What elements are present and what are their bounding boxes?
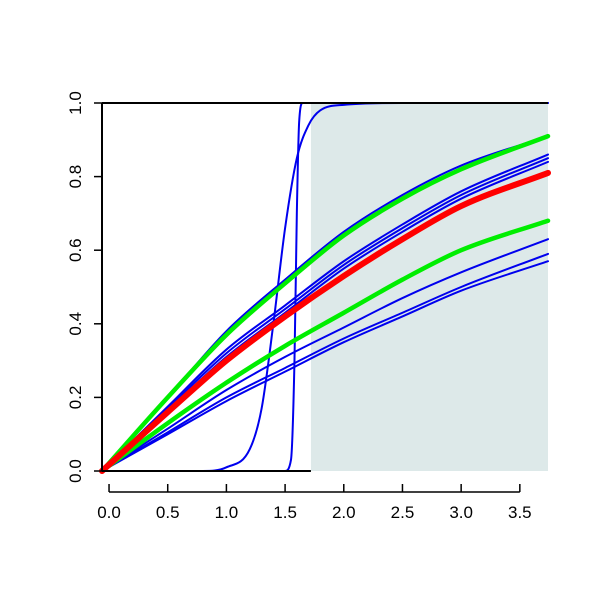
x-tick-label-7: 3.5 [508, 503, 532, 522]
x-tick-label-1: 0.5 [156, 503, 180, 522]
shaded-region [310, 103, 548, 471]
y-tick-label-4: 0.8 [66, 165, 85, 189]
y-tick-label-2: 0.4 [66, 312, 85, 336]
x-tick-label-4: 2.0 [332, 503, 356, 522]
x-tick-label-0: 0.0 [97, 503, 121, 522]
x-tick-label-3: 1.5 [273, 503, 297, 522]
y-tick-label-5: 1.0 [66, 91, 85, 115]
series-line-10 [99, 133, 551, 474]
series-line-9 [101, 260, 549, 472]
axis-layer: 0.0 0.2 0.4 0.6 0.8 1.0 0.0 0.5 1.0 1.5 2.0 2.5 3.0 3… [66, 91, 548, 522]
series-line-11 [99, 218, 551, 474]
series-line-7 [101, 238, 549, 472]
series-line-8 [101, 252, 549, 472]
series-line-12 [99, 169, 551, 474]
x-tick-label-5: 2.5 [391, 503, 415, 522]
x-tick-label-2: 1.0 [215, 503, 239, 522]
y-tick-label-0: 0.0 [66, 459, 85, 483]
series-layer [99, 101, 551, 474]
series-line-4 [101, 153, 549, 472]
x-tick-label-6: 3.0 [449, 503, 473, 522]
y-tick-label-1: 0.2 [66, 386, 85, 410]
y-tick-label-3: 0.6 [66, 238, 85, 262]
